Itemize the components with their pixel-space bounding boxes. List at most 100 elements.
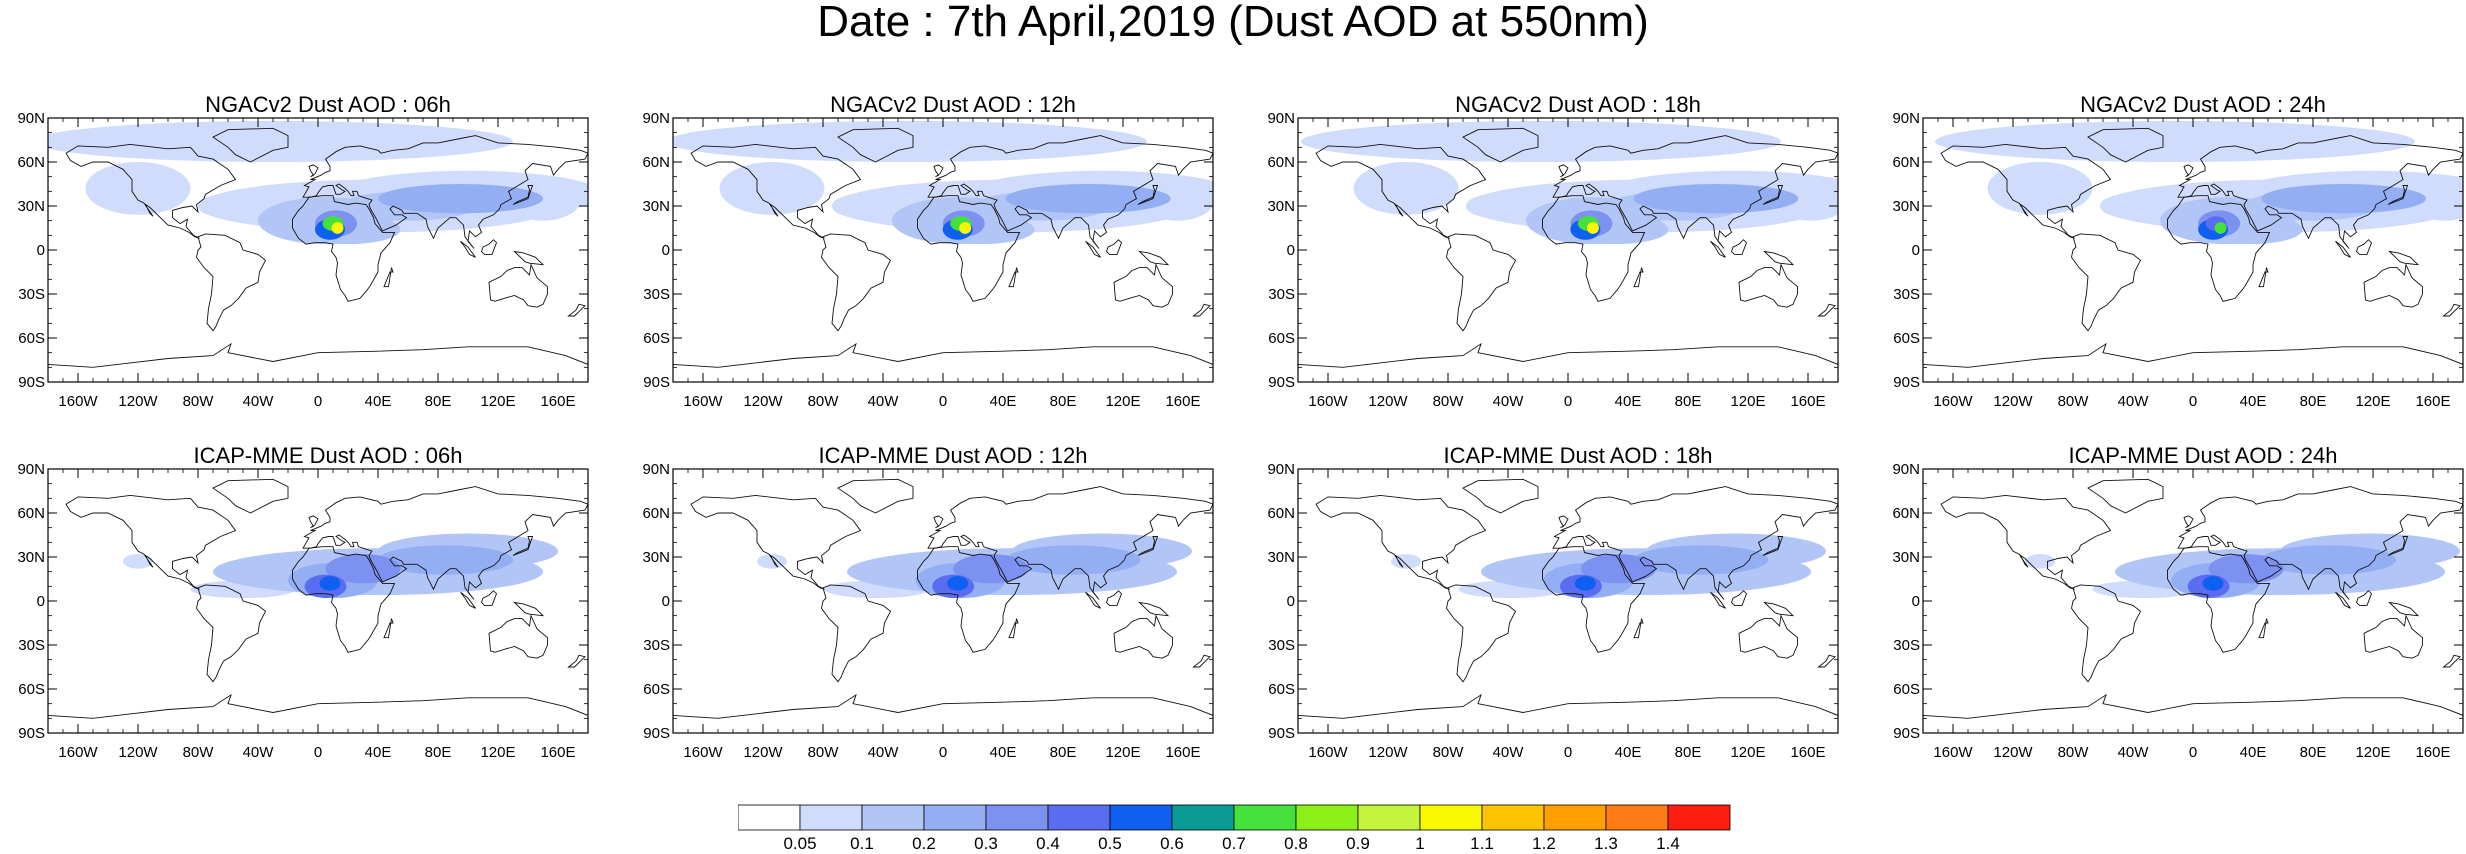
coastline (513, 601, 545, 617)
colorbar-swatch (1357, 804, 1421, 831)
coastline (1462, 127, 1539, 163)
coastline (513, 250, 545, 266)
coastline (2087, 478, 2164, 514)
panel-title: NGACv2 Dust AOD : 18h (1455, 92, 1701, 117)
dust-aod-cell (48, 120, 513, 162)
coastline (65, 143, 237, 239)
x-tick-label: 0 (939, 744, 947, 761)
coastline (308, 515, 319, 529)
coastline (1192, 654, 1211, 668)
y-tick-label: 90N (1267, 110, 1295, 127)
x-tick-label: 40W (1493, 393, 1525, 410)
colorbar-swatch (1667, 804, 1731, 831)
x-tick-label: 0 (2189, 744, 2197, 761)
coastline (1446, 584, 1517, 683)
y-tick-label: 60S (1893, 330, 1920, 347)
colorbar-label: 0.3 (974, 834, 998, 852)
colorbar-label: 0.2 (912, 834, 936, 852)
dust-aod-cell (2208, 554, 2284, 584)
y-tick-label: 60N (642, 505, 670, 522)
colorbar-swatch (1295, 804, 1359, 831)
map-plot: 160W 120W 80W 40W 0 40E 80E 120E 160E 90N 60N 30N 0 3… (1892, 461, 2464, 761)
colorbar-label: 1.4 (1656, 834, 1680, 852)
coastline (821, 584, 892, 683)
coastline (1730, 239, 1748, 255)
dust-aod-cell (378, 184, 543, 214)
coastline (48, 693, 588, 733)
dust-aod-cell (1005, 545, 1141, 575)
x-tick-label: 120W (1993, 744, 2033, 761)
coastline (1008, 267, 1019, 288)
map-panel-icap-06h: ICAP-MME Dust AOD : 06h 160W 120W 80W 40W 0 4… (17, 443, 590, 761)
dust-aod-cell (757, 554, 787, 569)
colorbar-swatch (1481, 804, 1545, 831)
panel-title: ICAP-MME Dust AOD : 12h (818, 443, 1088, 468)
coastline (292, 195, 396, 302)
coastline (567, 654, 586, 668)
x-tick-label: 0 (1564, 393, 1572, 410)
colorbar-label: 0.6 (1160, 834, 1184, 852)
dust-aod-cell (1580, 554, 1656, 584)
y-tick-label: 60S (1893, 681, 1920, 698)
dust-field (2025, 533, 2460, 599)
map-plot: 160W 120W 80W 40W 0 40E 80E 120E 160E 90N 60N 30N 0 3… (1892, 110, 2464, 410)
x-tick-label: 40E (365, 393, 392, 410)
y-tick-label: 90N (1892, 110, 1920, 127)
coastline (1542, 195, 1646, 302)
colorbar-swatch (738, 804, 801, 831)
y-tick-label: 30N (1267, 198, 1295, 215)
y-tick-label: 60N (1267, 154, 1295, 171)
coastline (383, 267, 394, 288)
dust-aod-cell (947, 576, 969, 591)
plot-frame (1922, 468, 2464, 734)
coastline (1817, 303, 1836, 317)
coastline (837, 478, 914, 514)
coastline (2335, 240, 2351, 258)
x-tick-label: 40W (868, 393, 900, 410)
y-tick-label: 30N (1892, 198, 1920, 215)
dust-field (48, 120, 588, 245)
dust-aod-cell (1574, 576, 1596, 591)
x-tick-label: 80E (1050, 744, 1077, 761)
coastlines (1923, 478, 2463, 733)
dust-aod-cell (2214, 222, 2227, 234)
y-tick-label: 30S (18, 286, 45, 303)
x-tick-label: 120W (1993, 393, 2033, 410)
map-panel-icap-18h: ICAP-MME Dust AOD : 18h 160W 120W 80W 40W 0 4… (1267, 443, 1840, 761)
colorbar: 0.05 0.1 0.2 0.3 0.4 0.5 0.6 0.7 0.8 0.9 1 1.1 1.2 1.… (738, 804, 1731, 852)
colorbar-label: 0.8 (1284, 834, 1308, 852)
y-tick-label: 90S (1893, 374, 1920, 391)
y-tick-label: 60N (17, 505, 45, 522)
colorbar-swatch (923, 804, 987, 831)
coastline (1558, 164, 1569, 178)
panel-title: NGACv2 Dust AOD : 24h (2080, 92, 2326, 117)
y-tick-label: 90S (643, 374, 670, 391)
coastlines (1298, 127, 1838, 382)
y-tick-label: 30S (1268, 637, 1295, 654)
coastline (512, 536, 534, 556)
x-tick-label: 160E (540, 744, 575, 761)
y-tick-label: 30S (643, 286, 670, 303)
map-plot: 160W 120W 80W 40W 0 40E 80E 120E 160E 90N 60N 30N 0 3… (17, 110, 589, 410)
coastline (2258, 618, 2269, 639)
coastline (65, 494, 237, 590)
colorbar-swatch (1109, 804, 1173, 831)
coastline (1762, 536, 1784, 556)
dust-aod-cell (123, 554, 153, 569)
coastline (1552, 486, 1838, 600)
x-tick-label: 160E (2415, 393, 2450, 410)
coastline (567, 303, 586, 317)
coastline (1085, 240, 1101, 258)
coastline (1138, 601, 1170, 617)
y-tick-label: 90N (17, 461, 45, 478)
y-tick-label: 0 (37, 593, 45, 610)
colorbar-swatch (861, 804, 925, 831)
map-panel-ngacv2-06h: NGACv2 Dust AOD : 06h 160W 120W 80W 40W 0 40E… (17, 92, 590, 410)
coastline (488, 614, 548, 659)
coastline (460, 240, 476, 258)
coastline (2183, 515, 2194, 529)
x-tick-label: 80E (1675, 744, 1702, 761)
x-tick-label: 40W (2118, 393, 2150, 410)
coastline (927, 135, 1213, 249)
x-tick-label: 160W (58, 393, 98, 410)
